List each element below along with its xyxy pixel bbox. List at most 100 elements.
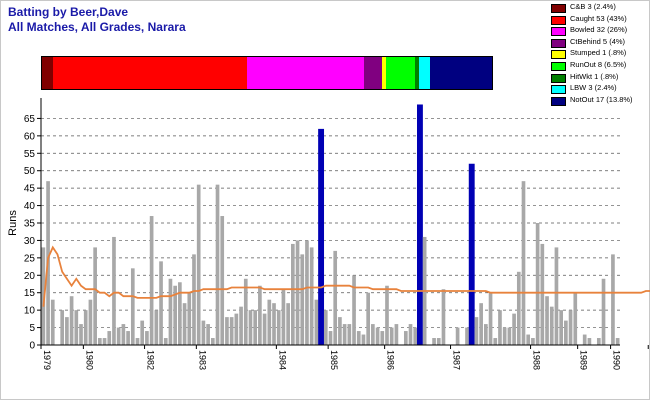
innings-bar — [295, 240, 300, 345]
innings-bar — [413, 327, 418, 345]
innings-bar — [121, 324, 126, 345]
x-tick-label: 1984 — [277, 350, 287, 370]
x-tick-label: 1989 — [579, 350, 589, 370]
innings-bar — [102, 338, 107, 345]
legend-swatch — [551, 85, 566, 95]
innings-bar — [498, 310, 502, 345]
innings-bar — [366, 292, 370, 345]
dismissal-segment — [385, 57, 416, 89]
y-tick-label: 5 — [29, 323, 35, 334]
innings-bar — [352, 275, 356, 345]
innings-bar — [239, 306, 243, 345]
legend-label: CtBehind 5 (4%) — [570, 36, 626, 46]
innings-bar — [173, 285, 177, 345]
innings-bar — [65, 317, 69, 345]
legend-swatch — [551, 73, 566, 83]
innings-bar — [333, 250, 338, 345]
innings-bar — [112, 236, 116, 345]
dismissal-segment — [364, 57, 383, 89]
innings-bar — [596, 338, 601, 345]
innings-bar — [225, 317, 229, 345]
innings-bar — [234, 313, 239, 345]
innings-bar — [291, 243, 295, 345]
dismissal-segment — [246, 57, 365, 89]
innings-bar — [347, 324, 352, 345]
innings-bar — [206, 324, 210, 345]
innings-bar — [60, 310, 65, 345]
innings-bar — [573, 292, 578, 345]
innings-bar — [342, 324, 347, 345]
dismissal-segment — [418, 57, 430, 89]
y-tick-label: 40 — [24, 201, 36, 212]
innings-bar — [196, 184, 201, 345]
innings-bar — [154, 310, 159, 345]
innings-bar — [74, 310, 79, 345]
innings-bar — [338, 317, 342, 345]
legend-label: NotOut 17 (13.8%) — [570, 94, 633, 104]
x-tick-label: 1983 — [197, 350, 207, 370]
innings-bar — [568, 310, 573, 345]
innings-bar — [116, 327, 121, 345]
innings-bar — [441, 289, 446, 345]
innings-bar — [549, 306, 554, 345]
innings-bar — [93, 247, 97, 345]
innings-bar — [187, 292, 192, 345]
innings-bar — [281, 289, 286, 345]
x-tick-label: 1986 — [386, 350, 396, 370]
innings-bar — [286, 303, 290, 345]
y-tick-label: 0 — [29, 341, 35, 352]
legend-label: Stumped 1 (.8%) — [570, 48, 627, 58]
chart-subtitle: All Matches, All Grades, Narara — [8, 20, 186, 34]
y-tick-label: 20 — [24, 271, 36, 282]
innings-bar — [248, 310, 253, 345]
innings-bar — [535, 223, 540, 345]
innings-bar — [126, 331, 130, 345]
innings-bar — [564, 320, 568, 345]
innings-bar — [356, 331, 361, 345]
dismissal-breakdown-bar — [41, 56, 493, 90]
innings-bar — [408, 324, 413, 345]
y-axis-label: Runs — [7, 210, 19, 236]
innings-bar — [545, 296, 549, 345]
innings-bar — [50, 299, 55, 345]
innings-bar — [215, 184, 220, 345]
innings-bar — [159, 261, 163, 345]
innings-bar — [168, 278, 173, 345]
y-tick-label: 55 — [24, 149, 36, 160]
x-tick-label: 1982 — [146, 350, 156, 370]
innings-bar — [479, 303, 483, 345]
innings-bar — [403, 331, 408, 345]
innings-bar — [493, 338, 498, 345]
innings-bar — [182, 303, 187, 345]
innings-bar — [262, 313, 267, 345]
innings-bar — [488, 292, 493, 345]
x-tick-label: 1990 — [612, 350, 622, 370]
innings-bar — [385, 285, 389, 345]
x-tick-label: 1979 — [42, 350, 52, 370]
y-tick-label: 65 — [24, 114, 36, 125]
y-tick-label: 50 — [24, 166, 36, 177]
innings-bar — [201, 320, 206, 345]
average-line — [42, 245, 650, 307]
innings-bar — [516, 271, 521, 345]
innings-bar — [272, 303, 276, 345]
legend-label: C&B 3 (2.4%) — [570, 2, 616, 11]
y-tick-label: 35 — [24, 219, 36, 230]
innings-bar — [253, 310, 258, 345]
innings-bar — [328, 331, 333, 345]
innings-bar — [526, 334, 531, 345]
innings-bar — [107, 331, 112, 345]
innings-bar — [432, 338, 436, 345]
innings-bar — [512, 313, 516, 345]
highlight-bar — [416, 104, 423, 345]
legend-swatch — [551, 50, 566, 60]
innings-bar — [300, 254, 305, 345]
innings-bar — [323, 310, 328, 345]
y-tick-label: 10 — [24, 306, 36, 317]
legend-label: Caught 53 (43%) — [570, 13, 627, 23]
y-tick-label: 15 — [24, 288, 36, 299]
legend-swatch — [551, 27, 566, 37]
innings-bar — [455, 327, 460, 345]
dismissal-segment — [42, 57, 53, 89]
